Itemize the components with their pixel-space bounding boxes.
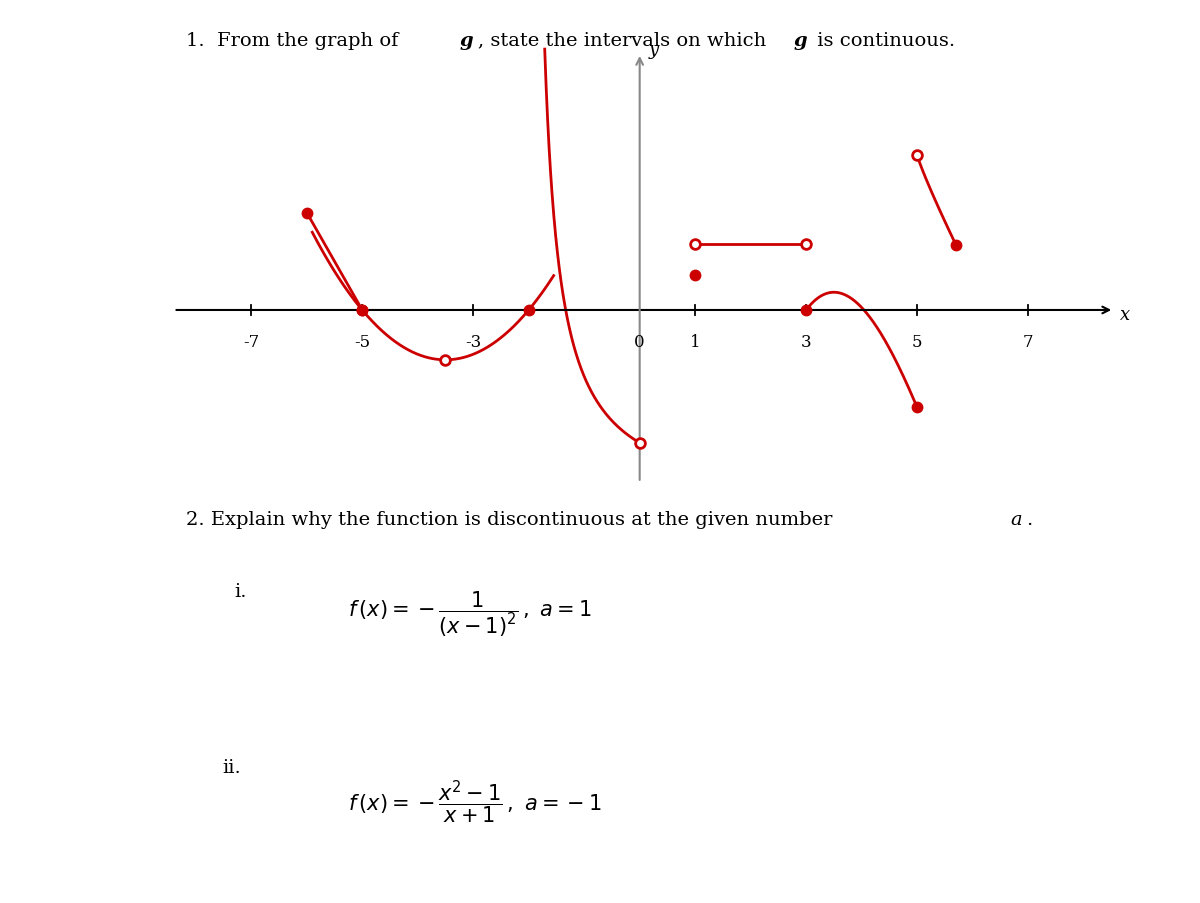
Text: y: y [648, 41, 659, 59]
Text: .: . [1026, 510, 1032, 528]
Text: g: g [460, 32, 473, 50]
Text: $f\,(x)=-\dfrac{1}{(x-1)^{2}}\,,\ a=1$: $f\,(x)=-\dfrac{1}{(x-1)^{2}}\,,\ a=1$ [348, 590, 592, 638]
Text: 5: 5 [912, 333, 923, 350]
Text: 3: 3 [800, 333, 811, 350]
Text: 0: 0 [635, 333, 644, 350]
Text: $f\,(x)=-\dfrac{x^{2}-1}{x+1}\,,\ a=-1$: $f\,(x)=-\dfrac{x^{2}-1}{x+1}\,,\ a=-1$ [348, 777, 601, 824]
Text: -5: -5 [354, 333, 371, 350]
Text: x: x [1120, 306, 1130, 324]
Text: , state the intervals on which: , state the intervals on which [478, 32, 772, 50]
Text: i.: i. [234, 582, 246, 600]
Text: a: a [1010, 510, 1022, 528]
Text: 1.  From the graph of: 1. From the graph of [186, 32, 404, 50]
Text: ii.: ii. [222, 759, 241, 777]
Text: 2. Explain why the function is discontinuous at the given number: 2. Explain why the function is discontin… [186, 510, 839, 528]
Text: 1: 1 [690, 333, 701, 350]
Text: -7: -7 [244, 333, 259, 350]
Text: 7: 7 [1022, 333, 1033, 350]
Text: -3: -3 [466, 333, 481, 350]
Text: g: g [793, 32, 806, 50]
Text: is continuous.: is continuous. [811, 32, 955, 50]
